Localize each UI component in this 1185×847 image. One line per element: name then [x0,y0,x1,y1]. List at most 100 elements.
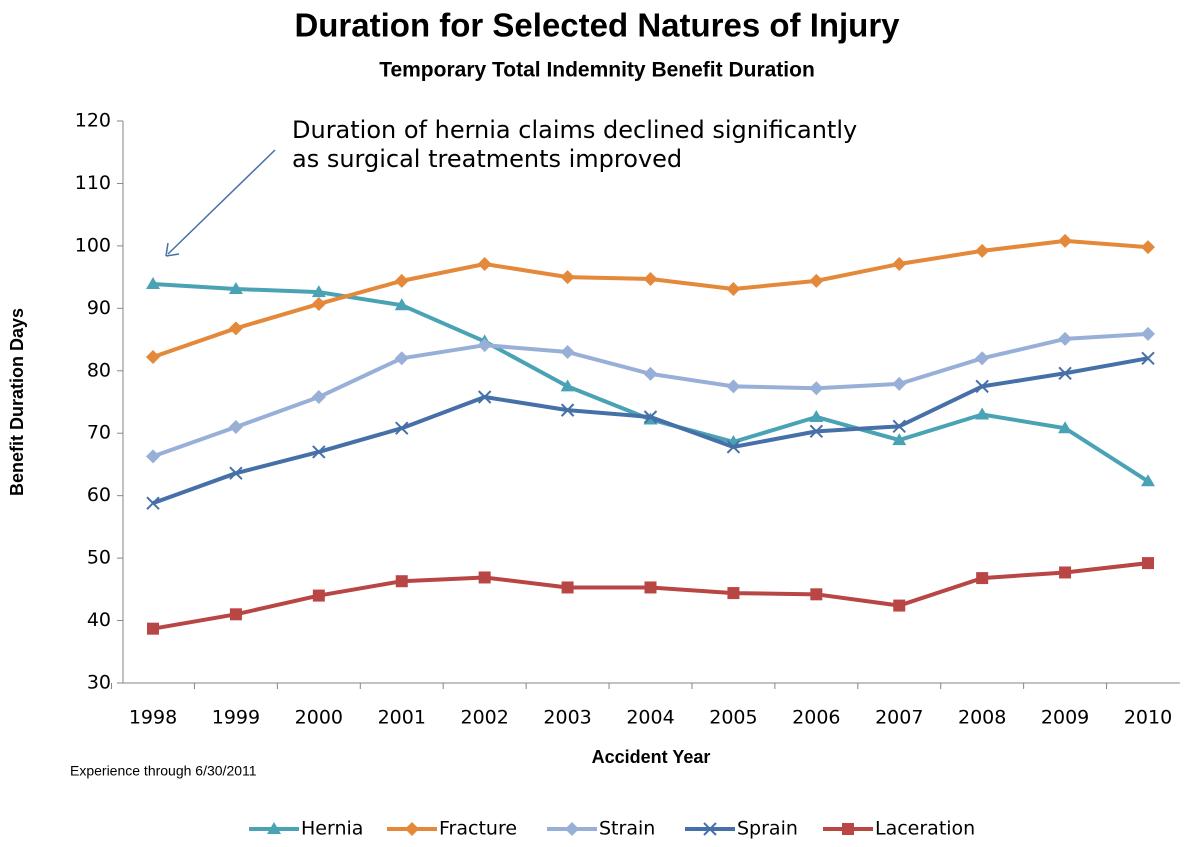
x-tick-label: 2009 [1041,707,1089,729]
marker [809,381,824,396]
chart-title: Duration for Selected Natures of Injury [294,7,900,44]
y-tick-label: 120 [75,110,111,132]
marker [726,281,741,296]
marker [1058,366,1072,380]
marker [229,466,243,480]
annotation: as surgical treatments improved [292,145,682,173]
series-line [152,331,1149,459]
marker [1059,566,1072,579]
marker [892,256,907,271]
marker [976,572,989,585]
marker [643,271,658,286]
legend-entry: Sprain [685,818,798,840]
x-tick-label: 2002 [460,707,508,729]
legend-label: Laceration [875,818,975,840]
marker [228,281,243,294]
marker [893,599,906,612]
marker [312,589,325,602]
marker [560,270,575,285]
legend-entry: Hernia [249,818,363,840]
series [146,326,1155,464]
marker [478,571,491,584]
marker [726,440,741,454]
marker [477,390,492,404]
marker [809,424,824,439]
x-axis-label: Accident Year [592,747,711,767]
marker [267,822,281,834]
y-tick-label: 110 [75,172,111,194]
x-tick-label: 2005 [709,707,757,729]
marker [311,285,326,298]
y-tick-label: 80 [87,359,111,381]
marker [312,445,326,459]
marker [1058,233,1073,248]
y-tick-label: 90 [87,297,111,319]
marker [311,390,326,405]
marker [477,338,492,353]
series [146,276,1155,487]
marker [395,575,408,588]
marker [975,351,990,366]
marker [842,823,854,835]
x-tick-label: 2004 [626,707,674,729]
marker [1141,326,1155,341]
marker [644,581,657,594]
marker [311,296,326,311]
series-line [152,561,1149,631]
series [146,233,1155,365]
legend-label: Hernia [301,818,363,840]
legend-entry: Fracture [387,818,517,840]
marker [1058,331,1073,346]
marker [146,276,160,289]
marker [405,822,419,836]
marker [560,345,575,360]
x-tick-label: 2008 [958,707,1006,729]
y-axis-label: Benefit Duration Days [7,308,27,496]
marker [643,410,658,424]
marker [146,449,160,464]
x-tick-label: 2001 [378,707,426,729]
marker [727,587,740,600]
marker [975,379,989,394]
chart-subtitle: Temporary Total Indemnity Benefit Durati… [379,59,815,82]
series [146,351,1155,510]
x-tick-label: 2007 [875,707,923,729]
y-tick-label: 40 [87,609,111,631]
marker [703,822,717,836]
legend-label: Strain [599,818,655,840]
marker [146,350,160,365]
marker [975,407,990,420]
marker [477,256,492,271]
marker [726,379,741,394]
marker [228,321,243,336]
marker [146,496,160,510]
marker [228,419,243,434]
marker [892,376,907,391]
y-tick-label: 30 [87,672,111,694]
y-tick-label: 70 [87,422,111,444]
x-tick-label: 2000 [295,707,343,729]
legend-entry: Laceration [823,818,975,840]
marker [565,822,579,836]
marker [892,419,906,434]
x-tick-label: 2003 [543,707,591,729]
x-tick-label: 2006 [792,707,840,729]
marker [643,366,658,381]
y-tick-label: 60 [87,484,111,506]
marker [1142,557,1154,570]
marker [1141,351,1155,365]
legend-entry: Strain [547,818,655,840]
x-tick-label: 2010 [1124,707,1172,729]
legend-label: Sprain [737,818,798,840]
marker [561,581,574,594]
marker [1058,421,1073,434]
legend-label: Fracture [439,818,517,840]
marker [395,421,409,435]
marker [892,433,907,446]
marker [560,403,575,417]
x-tick-label: 1998 [129,707,177,729]
annotation: Duration of hernia claims declined signi… [292,116,857,144]
marker [809,409,824,422]
marker [394,273,409,288]
